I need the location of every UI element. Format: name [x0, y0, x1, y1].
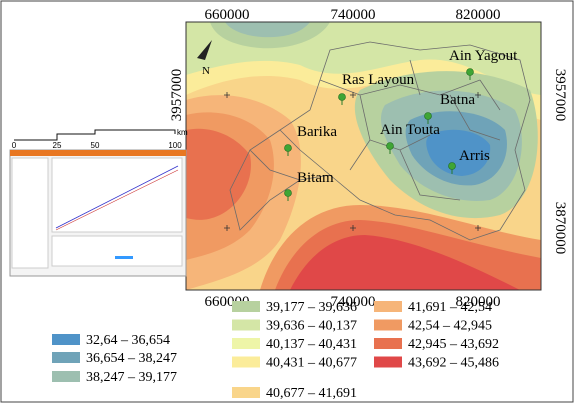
legend-label: 42,945 – 43,692 — [408, 337, 499, 352]
top-coordinate: 820000 — [456, 7, 501, 23]
inset-screenshot — [10, 150, 186, 276]
legend-label: 43,692 – 45,486 — [408, 356, 499, 371]
legend-label: 41,691 – 42,54 — [408, 300, 492, 315]
legend-swatch — [52, 352, 80, 363]
scale-label: 0 — [12, 141, 17, 150]
legend-swatch — [52, 371, 80, 382]
legend-swatch — [374, 357, 402, 368]
right-coordinate: 3870000 — [552, 202, 568, 255]
legend-label: 36,654 – 38,247 — [86, 351, 177, 366]
legend-swatch — [374, 301, 402, 312]
scale-unit: km — [177, 128, 188, 137]
city-label: Arris — [459, 148, 490, 164]
city-marker — [285, 145, 292, 152]
legend-swatch — [232, 301, 260, 312]
city-marker — [425, 113, 432, 120]
scale-label: 100 — [168, 141, 182, 150]
legend-label: 40,137 – 40,431 — [266, 337, 357, 352]
city-marker — [285, 190, 292, 197]
legend-label: 38,247 – 39,177 — [86, 370, 177, 385]
legend-swatch — [232, 338, 260, 349]
city-marker — [467, 69, 474, 76]
legend-swatch — [374, 320, 402, 331]
north-label: N — [202, 65, 210, 77]
city-marker — [449, 163, 456, 170]
top-coordinate: 740000 — [331, 7, 376, 23]
legend-swatch — [232, 387, 260, 398]
legend-swatch — [232, 357, 260, 368]
legend-label: 42,54 – 42,945 — [408, 319, 492, 334]
city-label: Ain Touta — [380, 122, 440, 138]
city-marker — [339, 94, 346, 101]
city-label: Barika — [297, 124, 337, 140]
city-label: Ras Layoun — [342, 72, 415, 88]
legend-label: 40,677 – 41,691 — [266, 386, 357, 401]
legend-label: 39,636 – 40,137 — [266, 319, 357, 334]
city-label: Ain Yagout — [449, 48, 518, 64]
city-label: Batna — [440, 92, 475, 108]
scale-label: 25 — [53, 141, 62, 150]
city-marker — [387, 143, 394, 150]
legend-label: 32,64 – 36,654 — [86, 333, 170, 348]
left-coordinate: 3957000 — [169, 69, 185, 122]
top-coordinate: 660000 — [205, 7, 250, 23]
legend-swatch — [232, 320, 260, 331]
right-coordinate: 3957000 — [552, 69, 568, 122]
legend-swatch — [374, 338, 402, 349]
legend-label: 39,177 – 39,636 — [266, 300, 357, 315]
legend-label: 40,431 – 40,677 — [266, 356, 357, 371]
legend-swatch — [52, 334, 80, 345]
figure: N 66000074000082000066000074000082000039… — [0, 0, 574, 403]
city-label: Bitam — [297, 170, 334, 186]
scale-label: 50 — [91, 141, 100, 150]
